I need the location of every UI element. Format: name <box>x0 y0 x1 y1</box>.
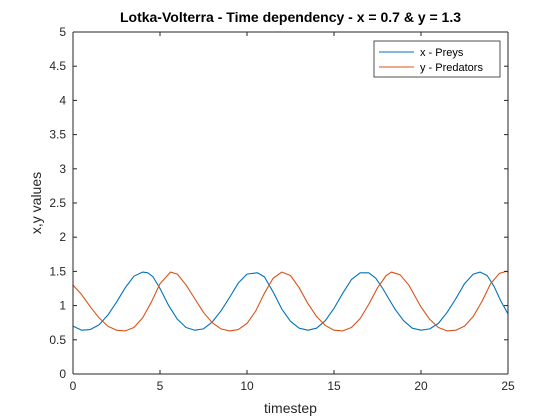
series-line-preys <box>72 271 509 331</box>
y-tick-label: 1.5 <box>49 264 66 278</box>
legend-box <box>373 40 501 78</box>
y-tick-label: 0.5 <box>49 333 66 347</box>
chart-title: Lotka-Volterra - Time dependency - x = 0… <box>120 9 461 25</box>
x-tick-label: 25 <box>501 379 515 393</box>
x-tick-label: 0 <box>70 379 77 393</box>
series-layer <box>72 270 509 332</box>
x-tick-label: 20 <box>414 379 428 393</box>
legend: x - Preys y - Predators <box>373 40 501 78</box>
y-tick-label: 4 <box>59 93 66 107</box>
legend-label-preys: x - Preys <box>420 47 464 59</box>
y-tick-label: 3 <box>59 162 66 176</box>
legend-label-predators: y - Predators <box>420 62 483 74</box>
y-tick-label: 1 <box>59 299 66 313</box>
x-axis-label: timestep <box>264 400 317 416</box>
series-line-predators <box>72 270 509 332</box>
y-axis-label: x,y values <box>28 172 44 234</box>
x-tick-label: 5 <box>157 379 164 393</box>
y-tick-label: 5 <box>59 25 66 39</box>
y-tick-label: 4.5 <box>49 59 66 73</box>
plot-area <box>73 32 508 374</box>
y-tick-label: 2.5 <box>49 196 66 210</box>
x-tick-label: 15 <box>327 379 341 393</box>
y-tick-label: 3.5 <box>49 128 66 142</box>
y-tick-label: 2 <box>59 230 66 244</box>
y-tick-label: 0 <box>59 367 66 381</box>
ticks-layer: 0 5 10 15 20 25 0 0.5 1 1.5 2 2.5 3 3.5 4 4.5 5 <box>49 25 515 393</box>
x-tick-label: 10 <box>240 379 254 393</box>
